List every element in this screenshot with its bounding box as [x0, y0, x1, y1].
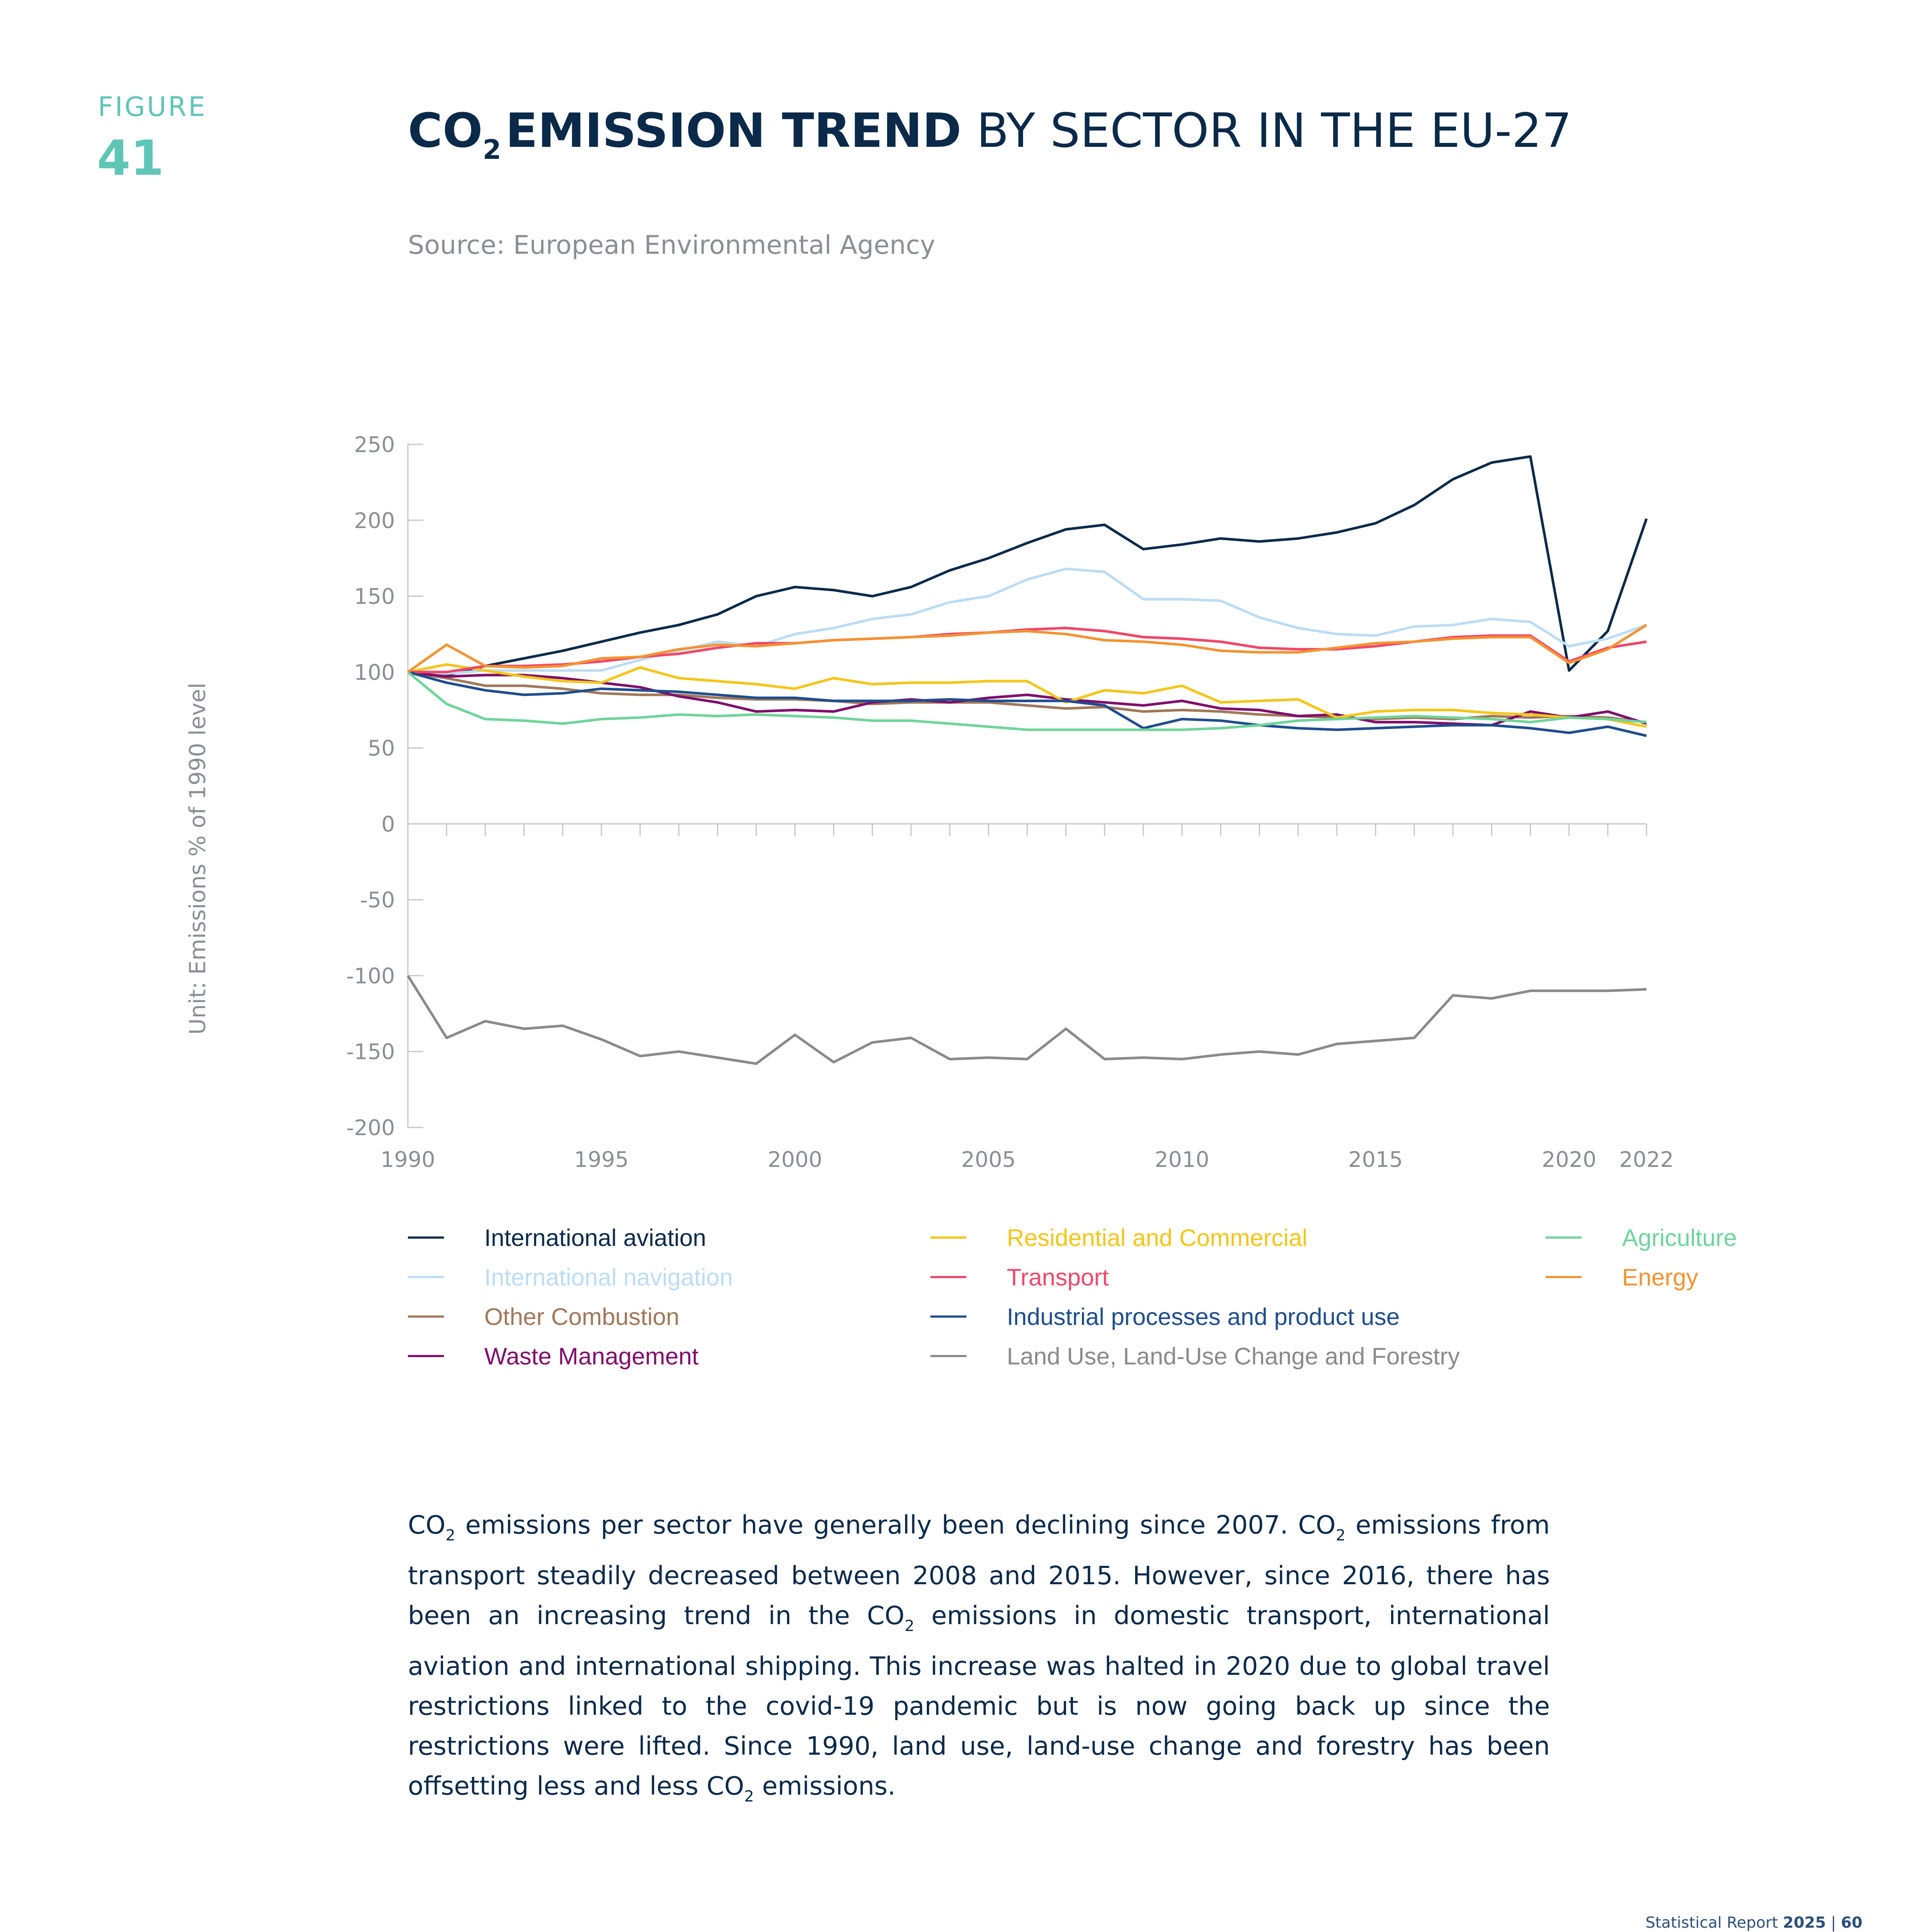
description-paragraph: CO2 emissions per sector have generally … — [408, 1505, 1550, 1817]
legend-label: Land Use, Land-Use Change and Forestry — [1007, 1343, 1460, 1370]
x-tick-label: 1995 — [574, 1147, 629, 1172]
series-line-other-combustion — [407, 671, 1647, 723]
legend-item-residential-and-commercial: Residential and Commercial — [930, 1224, 1307, 1252]
y-tick-label: 50 — [368, 736, 395, 761]
legend-label: Energy — [1622, 1264, 1698, 1291]
legend-swatch — [930, 1276, 966, 1278]
legend-label: Agriculture — [1622, 1224, 1737, 1251]
legend-swatch — [930, 1315, 966, 1318]
legend-item-industrial-processes-and-product-use: Industrial processes and product use — [930, 1303, 1400, 1331]
y-tick-label: 200 — [354, 508, 395, 533]
co-text: CO — [408, 1510, 446, 1540]
chart-source: Source: European Environmental Agency — [408, 230, 936, 260]
y-tick-label: -50 — [360, 888, 395, 913]
figure-label: FIGURE — [98, 91, 207, 122]
footer-text: Statistical Report — [1645, 1914, 1783, 1932]
x-tick-label: 2000 — [768, 1147, 822, 1172]
title-subscript: 2 — [483, 134, 501, 165]
legend-item-transport: Transport — [930, 1263, 1109, 1291]
legend-label: Transport — [1007, 1264, 1109, 1291]
series-line-agriculture — [407, 671, 1647, 731]
description-part-4: emissions. — [754, 1771, 896, 1801]
x-tick-label: 2005 — [961, 1147, 1016, 1172]
y-tick-label: -150 — [346, 1039, 395, 1064]
title-bold: EMISSION TREND — [505, 103, 962, 158]
legend-label: Waste Management — [484, 1343, 699, 1370]
chart-axes: 250 200 150 100 50 0 -50 -100 -150 -200 1990 1995 20… — [346, 432, 1674, 1172]
legend-swatch — [930, 1355, 966, 1357]
legend-label: Residential and Commercial — [1007, 1224, 1308, 1251]
x-tick-label: 2022 — [1619, 1147, 1674, 1172]
x-tick-label: 2015 — [1348, 1147, 1403, 1172]
legend-item-international-navigation: International navigation — [408, 1263, 733, 1291]
legend-swatch — [1546, 1236, 1582, 1239]
series-line-industrial-processes-and-product-use — [407, 671, 1647, 737]
series-lines — [407, 455, 1648, 1065]
legend-swatch — [408, 1236, 444, 1239]
legend-label: International navigation — [484, 1264, 733, 1291]
legend-item-international-aviation: International aviation — [408, 1224, 706, 1252]
legend-swatch — [930, 1236, 966, 1239]
legend-item-waste-management: Waste Management — [408, 1342, 699, 1370]
legend-swatch — [1546, 1276, 1582, 1278]
title-regular: BY SECTOR IN THE EU-27 — [961, 103, 1572, 158]
subscript-2: 2 — [445, 1527, 456, 1544]
subscript-2: 2 — [904, 1617, 914, 1635]
legend-item-other-combustion: Other Combustion — [408, 1303, 679, 1331]
title-co: CO — [408, 103, 483, 158]
legend-item-land-use-land-use-change-and-forestry: Land Use, Land-Use Change and Forestry — [930, 1342, 1460, 1370]
legend-label: Other Combustion — [484, 1303, 680, 1330]
description-part-1: emissions per sector have generally been… — [455, 1510, 1298, 1540]
y-tick-label: -200 — [346, 1115, 395, 1140]
legend-label: Industrial processes and product use — [1007, 1303, 1400, 1330]
line-chart: 250 200 150 100 50 0 -50 -100 -150 -200 1990 1995 20… — [185, 432, 1674, 1172]
legend-item-energy: Energy — [1546, 1263, 1698, 1291]
legend-item-agriculture: Agriculture — [1546, 1224, 1737, 1252]
series-line-energy — [407, 624, 1647, 673]
y-tick-label: 150 — [354, 584, 395, 609]
legend-swatch — [408, 1355, 444, 1357]
chart-title: CO2EMISSION TREND BY SECTOR IN THE EU-27 — [408, 103, 1572, 165]
co-text: CO — [867, 1601, 905, 1630]
series-line-transport — [408, 626, 1647, 674]
subscript-2: 2 — [744, 1788, 754, 1805]
series-line-international-aviation — [407, 455, 1648, 677]
y-tick-label: 0 — [381, 812, 395, 837]
y-axis-label: Unit: Emissions % of 1990 level — [185, 683, 211, 1035]
co-text: CO — [1298, 1510, 1336, 1540]
y-tick-label: 100 — [354, 660, 395, 685]
legend-swatch — [408, 1276, 444, 1278]
legend-label: International aviation — [484, 1224, 706, 1251]
series-line-international-navigation — [407, 567, 1647, 675]
legend-swatch — [408, 1315, 444, 1318]
x-tick-label: 2020 — [1542, 1147, 1596, 1172]
footer-year: 2025 — [1783, 1914, 1826, 1932]
series-line-residential-and-commercial — [407, 663, 1647, 728]
y-tick-label: -100 — [346, 963, 395, 988]
description-part-2: emissions from transport steadily decrea… — [408, 1510, 1550, 1630]
footer-page-number: 60 — [1841, 1914, 1862, 1932]
series-line-land-use-land-use-change-and-forestry — [407, 975, 1647, 1065]
x-tick-label: 1990 — [380, 1147, 435, 1172]
description-part-3: emissions in domestic transport, interna… — [408, 1601, 1550, 1801]
figure-number: 41 — [97, 131, 164, 186]
footer-separator: | — [1826, 1914, 1841, 1932]
y-tick-label: 250 — [354, 432, 395, 457]
series-line-waste-management — [407, 671, 1647, 727]
x-tick-label: 2010 — [1155, 1147, 1209, 1172]
subscript-2: 2 — [1336, 1527, 1346, 1544]
co-text: CO — [706, 1771, 744, 1801]
page-footer: Statistical Report 2025 | 60 — [1646, 1914, 1862, 1932]
